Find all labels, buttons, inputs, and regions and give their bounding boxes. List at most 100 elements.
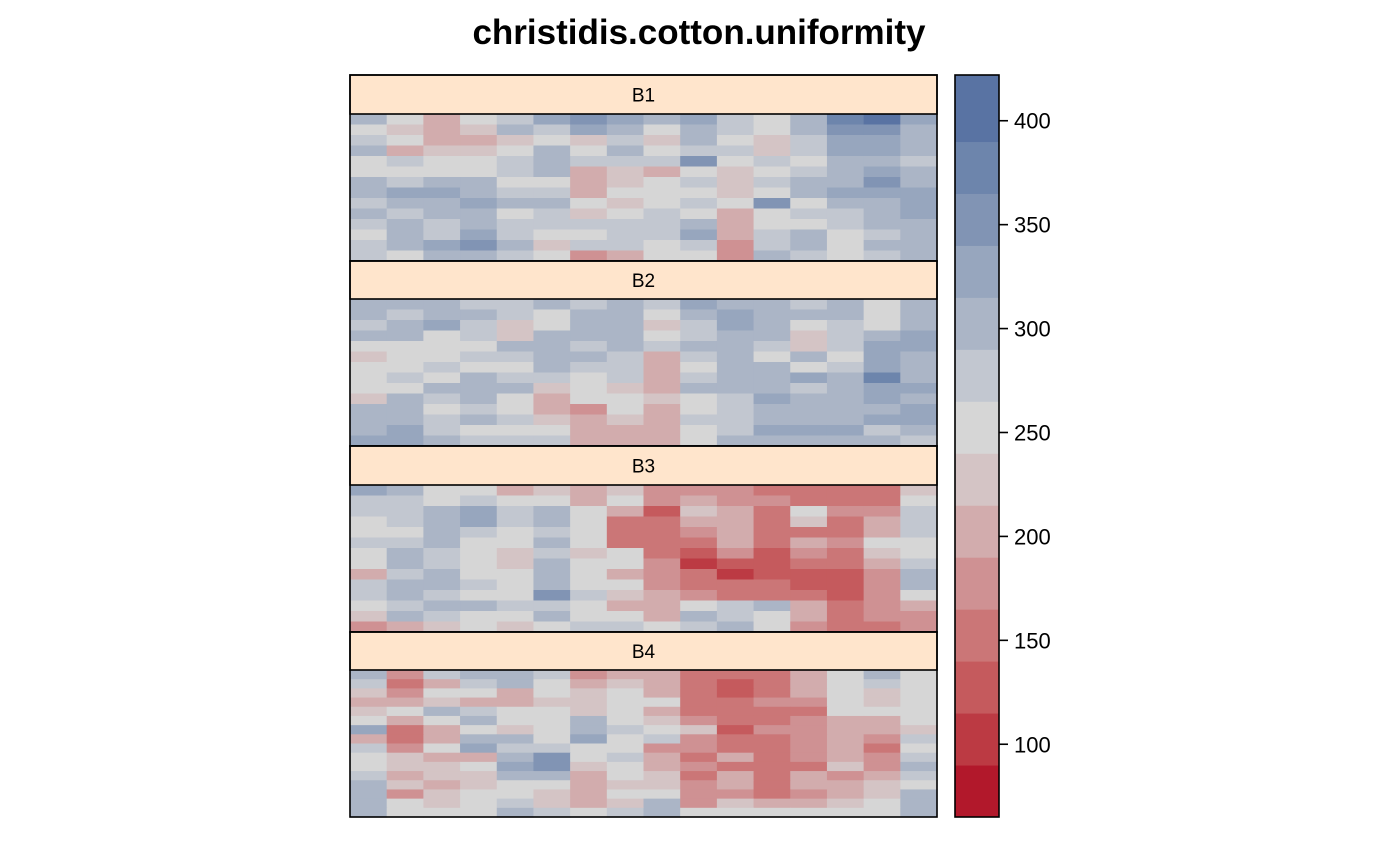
heatmap-cell xyxy=(460,393,498,405)
heatmap-cell xyxy=(643,506,681,518)
heatmap-cell xyxy=(863,679,901,689)
heatmap-cell xyxy=(863,688,901,699)
heatmap-cell xyxy=(680,414,718,426)
heatmap-cell xyxy=(350,383,388,395)
heatmap-cell xyxy=(753,537,791,549)
panel-strip xyxy=(349,260,938,300)
panel-strip xyxy=(349,445,938,486)
heatmap-cell xyxy=(386,621,424,633)
heatmap-cell xyxy=(680,177,718,189)
heatmap-cell xyxy=(386,670,424,680)
heatmap-cell xyxy=(423,771,461,781)
heatmap-cell xyxy=(606,789,645,800)
heatmap-cell xyxy=(643,548,681,560)
heatmap-cell xyxy=(386,569,424,581)
heatmap-cell xyxy=(716,208,755,220)
heatmap-cell xyxy=(716,611,755,623)
heatmap-cell xyxy=(386,789,424,800)
heatmap-cell xyxy=(863,807,901,818)
heatmap-cell xyxy=(863,240,901,252)
heatmap-cell xyxy=(716,187,755,199)
heatmap-cell xyxy=(826,752,865,763)
heatmap-cell xyxy=(680,435,718,447)
heatmap-cell xyxy=(496,495,535,507)
heatmap-cell xyxy=(900,495,938,507)
heatmap-cell xyxy=(423,362,461,374)
colorbar-segment xyxy=(955,661,999,714)
heatmap-cell xyxy=(753,688,791,699)
heatmap-cell xyxy=(460,145,498,157)
heatmap-cell xyxy=(826,569,865,581)
heatmap-cell xyxy=(863,299,901,311)
heatmap-cell xyxy=(643,240,681,252)
heatmap-cell xyxy=(496,569,535,581)
heatmap-cell xyxy=(716,330,755,342)
heatmap-cell xyxy=(423,156,461,168)
heatmap-cell xyxy=(900,558,938,570)
colorbar-border xyxy=(954,74,1000,818)
heatmap-cell xyxy=(350,697,388,708)
heatmap-cell xyxy=(716,548,755,560)
heatmap-cell xyxy=(386,114,424,126)
heatmap-cell xyxy=(570,670,608,680)
heatmap-cell xyxy=(423,229,461,241)
heatmap-cell xyxy=(900,807,938,818)
heatmap-cell xyxy=(570,435,608,447)
heatmap-cell xyxy=(460,341,498,353)
heatmap-cell xyxy=(790,590,828,602)
heatmap-cell xyxy=(643,569,681,581)
heatmap-cell xyxy=(460,548,498,560)
heatmap-cell xyxy=(570,383,608,395)
heatmap-cell xyxy=(606,558,645,570)
heatmap-cell xyxy=(643,404,681,416)
heatmap-cell xyxy=(423,435,461,447)
heatmap-cell xyxy=(350,187,388,199)
heatmap-cell xyxy=(496,240,535,252)
heatmap-cell xyxy=(643,330,681,342)
heatmap-cell xyxy=(570,240,608,252)
heatmap-cell xyxy=(863,697,901,708)
heatmap-cell xyxy=(350,725,388,735)
colorbar-tick-label: 150 xyxy=(1014,628,1051,653)
heatmap-cell xyxy=(680,752,718,763)
heatmap-cell xyxy=(460,771,498,781)
heatmap-cell xyxy=(680,250,718,262)
heatmap-cell xyxy=(533,579,571,591)
heatmap-cell xyxy=(496,516,535,528)
heatmap-cell xyxy=(570,807,608,818)
heatmap-cell xyxy=(716,177,755,189)
heatmap-cell xyxy=(460,219,498,231)
heatmap-cell xyxy=(863,725,901,735)
heatmap-cell xyxy=(570,393,608,405)
heatmap-cell xyxy=(680,743,718,754)
heatmap-cell xyxy=(753,752,791,763)
heatmap-cell xyxy=(716,789,755,800)
heatmap-cell xyxy=(570,771,608,781)
heatmap-cell xyxy=(423,688,461,699)
heatmap-cell xyxy=(496,679,535,689)
heatmap-cell xyxy=(350,135,388,147)
heatmap-cell xyxy=(533,743,571,754)
heatmap-cell xyxy=(606,611,645,623)
heatmap-cell xyxy=(423,807,461,818)
heatmap-cell xyxy=(716,725,755,735)
heatmap-cell xyxy=(900,537,938,549)
heatmap-cell xyxy=(496,383,535,395)
heatmap-cell xyxy=(423,798,461,809)
heatmap-cell xyxy=(680,798,718,809)
heatmap-cell xyxy=(826,670,865,680)
heatmap-cell xyxy=(790,414,828,426)
heatmap-cell xyxy=(716,414,755,426)
heatmap-cell xyxy=(826,187,865,199)
heatmap-cell xyxy=(863,187,901,199)
heatmap-cell xyxy=(753,135,791,147)
heatmap-cell xyxy=(680,341,718,353)
heatmap-cell xyxy=(643,590,681,602)
heatmap-cell xyxy=(386,198,424,210)
heatmap-cell xyxy=(753,527,791,539)
heatmap-cell xyxy=(496,372,535,384)
heatmap-cell xyxy=(863,485,901,497)
heatmap-cell xyxy=(680,715,718,726)
heatmap-cell xyxy=(790,351,828,363)
heatmap-cell xyxy=(606,706,645,717)
